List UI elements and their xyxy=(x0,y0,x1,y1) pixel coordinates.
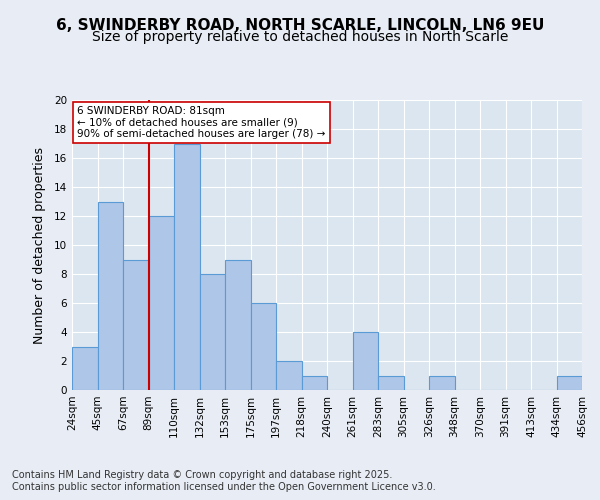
Bar xyxy=(557,376,582,390)
Bar xyxy=(378,376,404,390)
Bar xyxy=(429,376,455,390)
Bar xyxy=(72,346,97,390)
Bar xyxy=(123,260,149,390)
Bar xyxy=(302,376,327,390)
Text: Contains HM Land Registry data © Crown copyright and database right 2025.
Contai: Contains HM Land Registry data © Crown c… xyxy=(12,470,436,492)
Y-axis label: Number of detached properties: Number of detached properties xyxy=(32,146,46,344)
Text: Size of property relative to detached houses in North Scarle: Size of property relative to detached ho… xyxy=(92,30,508,44)
Bar xyxy=(97,202,123,390)
Text: 6, SWINDERBY ROAD, NORTH SCARLE, LINCOLN, LN6 9EU: 6, SWINDERBY ROAD, NORTH SCARLE, LINCOLN… xyxy=(56,18,544,32)
Bar xyxy=(199,274,225,390)
Bar xyxy=(225,260,251,390)
Text: 6 SWINDERBY ROAD: 81sqm
← 10% of detached houses are smaller (9)
90% of semi-det: 6 SWINDERBY ROAD: 81sqm ← 10% of detache… xyxy=(77,106,325,139)
Bar xyxy=(276,361,302,390)
Bar xyxy=(251,303,276,390)
Bar xyxy=(174,144,199,390)
Bar xyxy=(353,332,378,390)
Bar xyxy=(149,216,174,390)
